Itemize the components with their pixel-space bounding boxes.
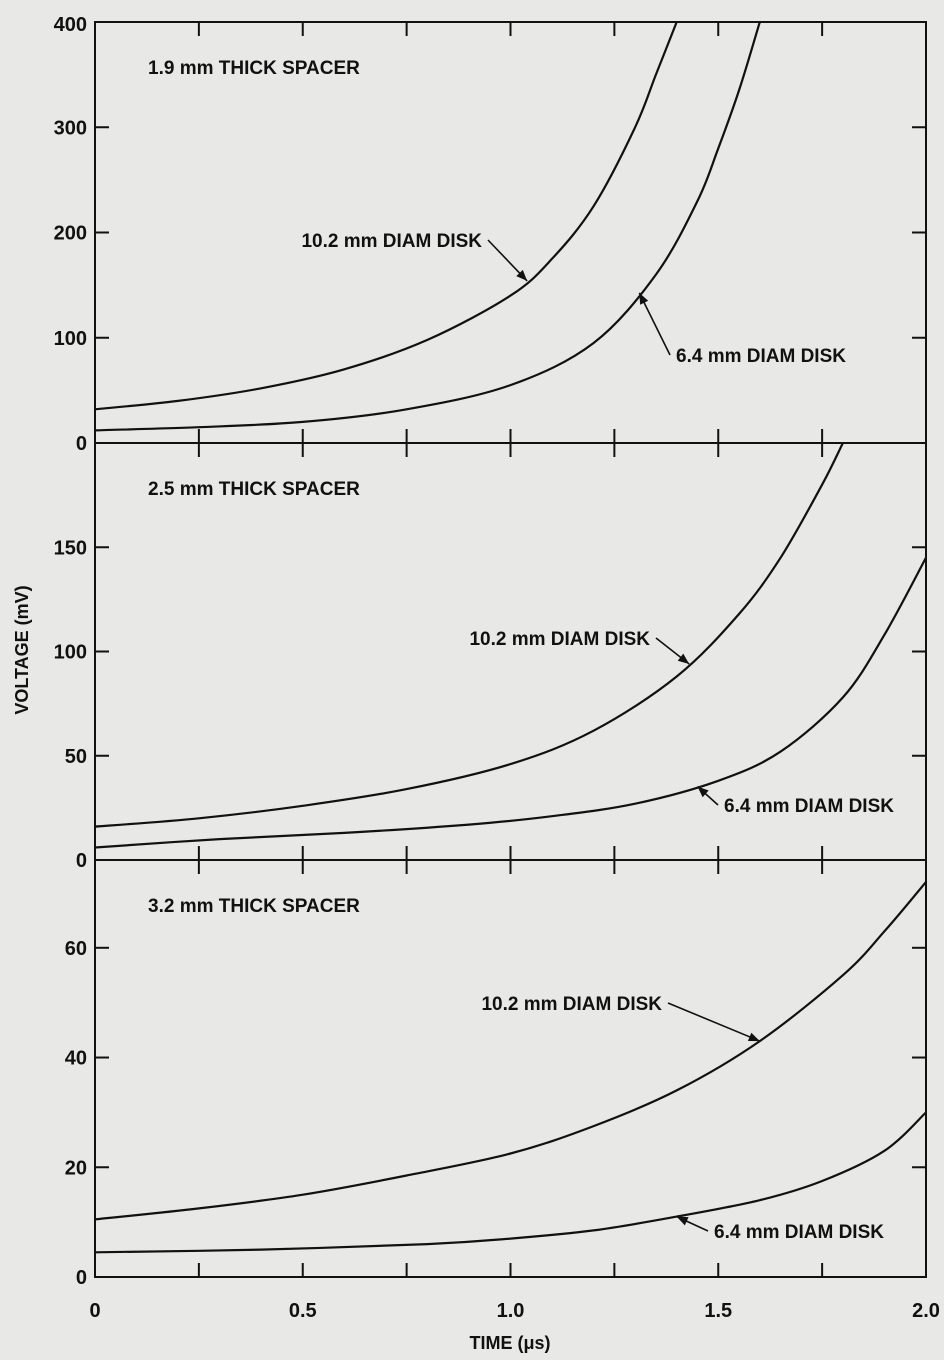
annotation-leader	[638, 292, 671, 356]
series-line-10-2mm-disk	[95, 881, 926, 1221]
panel-title: 3.2 mm THICK SPACER	[148, 896, 360, 917]
series-label: 10.2 mm DIAM DISK	[469, 629, 650, 650]
annotation-arrowhead	[697, 786, 709, 798]
y-tick-label: 150	[54, 537, 87, 559]
series-line-6-4mm-disk	[95, 22, 761, 432]
panel-2: 0 50 100 150 2.5 mm THICK SPACER 10.2 mm DIAM…	[54, 442, 926, 872]
x-tick-label: 1.5	[704, 1300, 732, 1322]
series-label: 6.4 mm DIAM DISK	[714, 1222, 884, 1243]
annotation-arrowhead	[516, 269, 528, 281]
y-tick-label: 100	[54, 642, 87, 664]
y-tick-label: 60	[65, 938, 87, 960]
panel-1: 0 100 200 300 400 1.9 mm THICK SPACER 10.2 mm …	[54, 14, 926, 455]
panel-title: 2.5 mm THICK SPACER	[148, 479, 360, 500]
x-axis-title: TIME (μs)	[469, 1333, 550, 1353]
panel-3: 0 20 40 60 3.2 mm THICK SPACER 10.2 mm DIAM D…	[65, 859, 926, 1289]
annotation-arrowhead	[676, 1216, 689, 1226]
x-tick-label: 0	[89, 1300, 100, 1322]
annotation-arrowhead	[747, 1032, 760, 1042]
y-tick-label: 200	[54, 223, 87, 245]
annotation-arrowhead	[677, 653, 690, 665]
y-tick-label: 300	[54, 117, 87, 139]
series-label: 6.4 mm DIAM DISK	[724, 796, 894, 817]
series-label: 10.2 mm DIAM DISK	[481, 994, 662, 1015]
series-line-6-4mm-disk	[95, 557, 926, 849]
y-tick-label: 400	[54, 14, 87, 36]
y-tick-label: 100	[54, 328, 87, 350]
y-axis-title: VOLTAGE (mV)	[12, 585, 32, 714]
series-line-10-2mm-disk	[95, 22, 678, 411]
annotation-leader	[667, 1002, 761, 1042]
y-tick-label: 0	[76, 433, 87, 455]
y-tick-label: 50	[65, 746, 87, 768]
annotation-arrowhead	[639, 292, 649, 305]
x-axis: 0 0.5 1.0 1.5 2.0	[89, 1300, 939, 1322]
series-line-10-2mm-disk	[95, 443, 844, 828]
y-tick-label: 40	[65, 1048, 87, 1070]
y-tick-label: 0	[76, 1267, 87, 1289]
panel-title: 1.9 mm THICK SPACER	[148, 58, 360, 79]
x-tick-label: 0.5	[289, 1300, 317, 1322]
x-tick-label: 2.0	[912, 1300, 940, 1322]
x-tick-label: 1.0	[497, 1300, 525, 1322]
y-tick-label: 20	[65, 1157, 87, 1179]
series-label: 10.2 mm DIAM DISK	[301, 231, 482, 252]
series-label: 6.4 mm DIAM DISK	[676, 346, 846, 367]
series-line-6-4mm-disk	[95, 1111, 926, 1254]
y-tick-label: 0	[76, 850, 87, 872]
